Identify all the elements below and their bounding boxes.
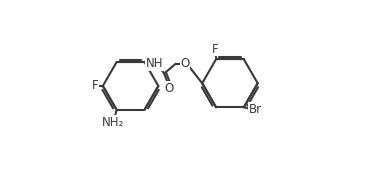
Text: Br: Br (249, 103, 262, 116)
Text: NH: NH (146, 57, 163, 70)
Text: NH₂: NH₂ (102, 116, 124, 129)
Text: O: O (165, 82, 174, 95)
Text: F: F (92, 79, 98, 92)
Text: F: F (212, 43, 219, 56)
Text: O: O (180, 57, 189, 70)
